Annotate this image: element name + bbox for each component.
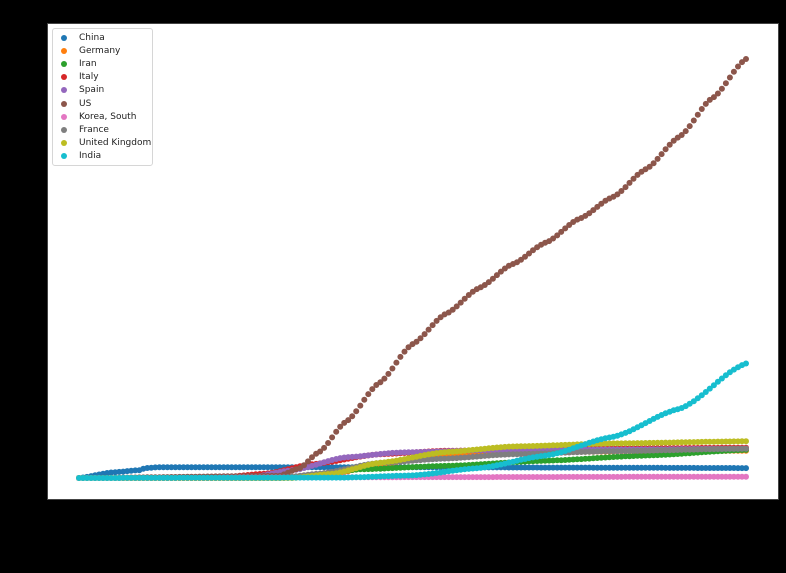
legend: China Germany Iran Italy Spain US Korea,… [52,28,153,166]
legend-item: India [53,150,152,163]
plot-area [47,23,779,500]
legend-marker-icon [61,34,67,41]
legend-label: Spain [79,85,105,96]
legend-item: France [53,123,152,136]
legend-item: Italy [53,71,152,84]
legend-label: Germany [79,45,121,56]
legend-item: United Kingdom [53,137,152,150]
legend-marker-icon [61,87,67,94]
legend-marker-icon [61,126,67,133]
series-india [76,360,749,481]
scatter-plot [76,56,749,481]
legend-marker-icon [61,113,67,120]
legend-label: India [79,151,102,162]
legend-marker-icon [61,100,67,107]
legend-label: Iran [79,58,97,69]
legend-item: US [53,97,152,110]
legend-label: France [79,124,109,135]
legend-label: Italy [79,72,99,83]
legend-item: China [53,31,152,44]
legend-item: Korea, South [53,110,152,123]
legend-label: US [79,98,92,109]
legend-marker-icon [61,47,67,54]
legend-item: Spain [53,84,152,97]
legend-label: United Kingdom [79,138,152,149]
legend-item: Germany [53,44,152,57]
legend-marker-icon [61,153,67,160]
legend-marker-icon [61,60,67,67]
legend-marker-icon [61,140,67,147]
legend-marker-icon [61,74,67,81]
series-us [76,56,749,481]
legend-label: China [79,32,105,43]
legend-item: Iran [53,57,152,70]
legend-label: Korea, South [79,111,137,122]
